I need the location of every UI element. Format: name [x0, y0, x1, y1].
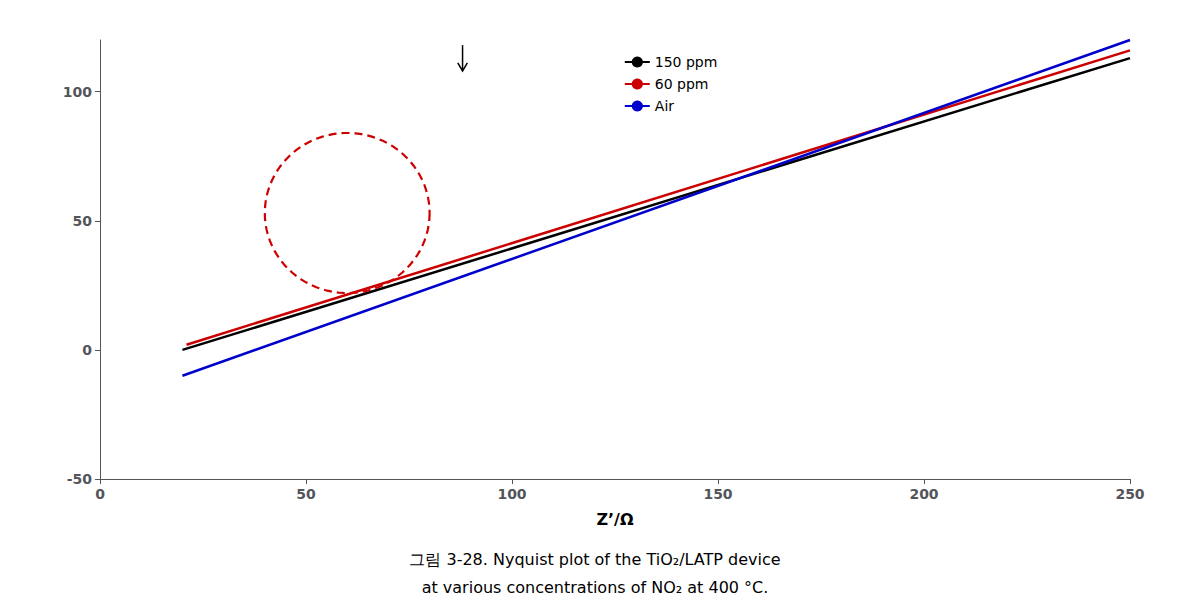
- svg-text:Z’/Ω: Z’/Ω: [596, 510, 634, 529]
- svg-text:60 ppm: 60 ppm: [655, 76, 709, 92]
- svg-text:200: 200: [909, 486, 938, 502]
- svg-text:250: 250: [1115, 486, 1144, 502]
- svg-text:0: 0: [82, 342, 92, 358]
- svg-text:Air: Air: [655, 98, 674, 114]
- svg-text:100: 100: [497, 486, 526, 502]
- svg-text:0: 0: [95, 486, 105, 502]
- svg-text:150 ppm: 150 ppm: [655, 54, 718, 70]
- svg-text:그림 3-28. Nyquist plot of the T: 그림 3-28. Nyquist plot of the TiO₂/LATP d…: [409, 550, 780, 569]
- svg-text:at various concentrations of N: at various concentrations of NO₂ at 400 …: [422, 578, 769, 597]
- svg-text:50: 50: [296, 486, 316, 502]
- svg-text:-50: -50: [67, 471, 93, 487]
- svg-text:50: 50: [73, 213, 93, 229]
- svg-text:100: 100: [63, 84, 92, 100]
- svg-text:150: 150: [703, 486, 732, 502]
